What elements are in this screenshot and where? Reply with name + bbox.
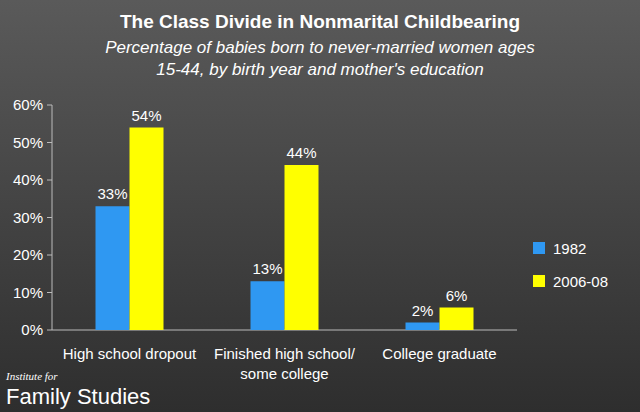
legend-label: 1982: [553, 240, 586, 257]
tick-mark: [47, 255, 52, 256]
legend-swatch: [533, 275, 545, 287]
bar: [406, 323, 440, 331]
legend-swatch: [533, 242, 545, 254]
bar: [440, 308, 474, 331]
bar: [96, 206, 130, 330]
title: The Class Divide in Nonmarital Childbear…: [120, 11, 520, 32]
bar: [285, 165, 319, 330]
tick-mark: [47, 105, 52, 106]
data-label: 13%: [252, 260, 282, 277]
tick-mark: [47, 217, 52, 218]
data-label: 2%: [412, 302, 434, 319]
y-axis: [52, 105, 53, 330]
y-tick-label: 20%: [13, 246, 43, 263]
y-tick-label: 0%: [21, 321, 43, 338]
bar: [130, 128, 164, 331]
tick-mark: [47, 142, 52, 143]
subtitle: Percentage of babies born to never-marri…: [105, 38, 535, 57]
subtitle: 15-44, by birth year and mother's educat…: [156, 60, 483, 79]
x-tick-label: Finished high school/some college: [214, 345, 356, 382]
tick-mark: [47, 330, 52, 331]
tick-mark: [47, 292, 52, 293]
x-tick-label: College graduate: [382, 345, 496, 362]
logo-text: Institute for: [5, 370, 58, 382]
legend-label: 2006-08: [553, 273, 608, 290]
tick-mark: [47, 180, 52, 181]
bar: [251, 281, 285, 330]
data-label: 44%: [286, 144, 316, 161]
y-tick-label: 30%: [13, 209, 43, 226]
y-tick-label: 60%: [13, 96, 43, 113]
data-labels: 33% 54% 13% 44% 2% 6%: [97, 107, 467, 319]
logo-text: Family Studies: [6, 384, 150, 409]
x-tick-label: High school dropout: [63, 345, 197, 362]
data-label: 33%: [97, 185, 127, 202]
bars: [96, 128, 474, 331]
data-label: 6%: [446, 287, 468, 304]
y-tick-label: 10%: [13, 284, 43, 301]
chart: The Class Divide in Nonmarital Childbear…: [0, 0, 640, 412]
y-tick-label: 40%: [13, 171, 43, 188]
y-tick-label: 50%: [13, 134, 43, 151]
data-label: 54%: [131, 107, 161, 124]
legend: 1982 2006-08: [533, 240, 608, 290]
